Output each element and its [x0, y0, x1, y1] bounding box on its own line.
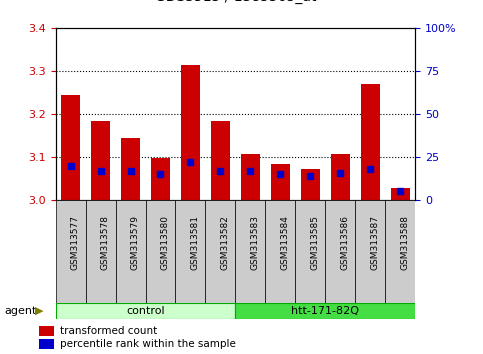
Text: GSM313579: GSM313579 [130, 215, 140, 270]
Bar [175, 200, 205, 303]
Text: GDS3515 / 1385565_at: GDS3515 / 1385565_at [155, 0, 316, 4]
Bar [181, 65, 200, 200]
Bar [236, 200, 266, 303]
Text: percentile rank within the sample: percentile rank within the sample [60, 339, 236, 349]
Bar [391, 188, 410, 200]
Text: agent: agent [5, 306, 37, 316]
Bar [39, 326, 54, 336]
Bar [355, 200, 385, 303]
Bar [270, 164, 290, 200]
Text: GSM313578: GSM313578 [100, 215, 110, 270]
Text: GSM313577: GSM313577 [71, 215, 80, 270]
Bar [361, 84, 380, 200]
Bar [61, 95, 80, 200]
Bar [211, 121, 230, 200]
Text: GSM313585: GSM313585 [311, 215, 319, 270]
Bar [115, 200, 145, 303]
Bar [385, 200, 415, 303]
Text: GSM313580: GSM313580 [160, 215, 170, 270]
Bar [241, 154, 260, 200]
Text: GSM313586: GSM313586 [341, 215, 349, 270]
Bar [331, 154, 350, 200]
Bar [296, 200, 326, 303]
Text: GSM313581: GSM313581 [190, 215, 199, 270]
Bar [56, 303, 236, 319]
Text: transformed count: transformed count [60, 326, 157, 336]
Text: GSM313583: GSM313583 [251, 215, 259, 270]
Bar [85, 200, 115, 303]
Bar [236, 303, 415, 319]
Text: ▶: ▶ [35, 306, 43, 316]
Text: GSM313588: GSM313588 [400, 215, 410, 270]
Bar [56, 200, 85, 303]
Text: GSM313584: GSM313584 [281, 215, 289, 270]
Bar [301, 169, 320, 200]
Bar [121, 138, 140, 200]
Text: GSM313587: GSM313587 [370, 215, 380, 270]
Text: htt-171-82Q: htt-171-82Q [291, 306, 359, 316]
Bar [145, 200, 175, 303]
Bar [151, 158, 170, 200]
Bar [266, 200, 296, 303]
Text: control: control [126, 306, 165, 316]
Text: GSM313582: GSM313582 [220, 215, 229, 270]
Bar [326, 200, 355, 303]
Bar [205, 200, 236, 303]
Bar [39, 339, 54, 349]
Bar [91, 121, 110, 200]
